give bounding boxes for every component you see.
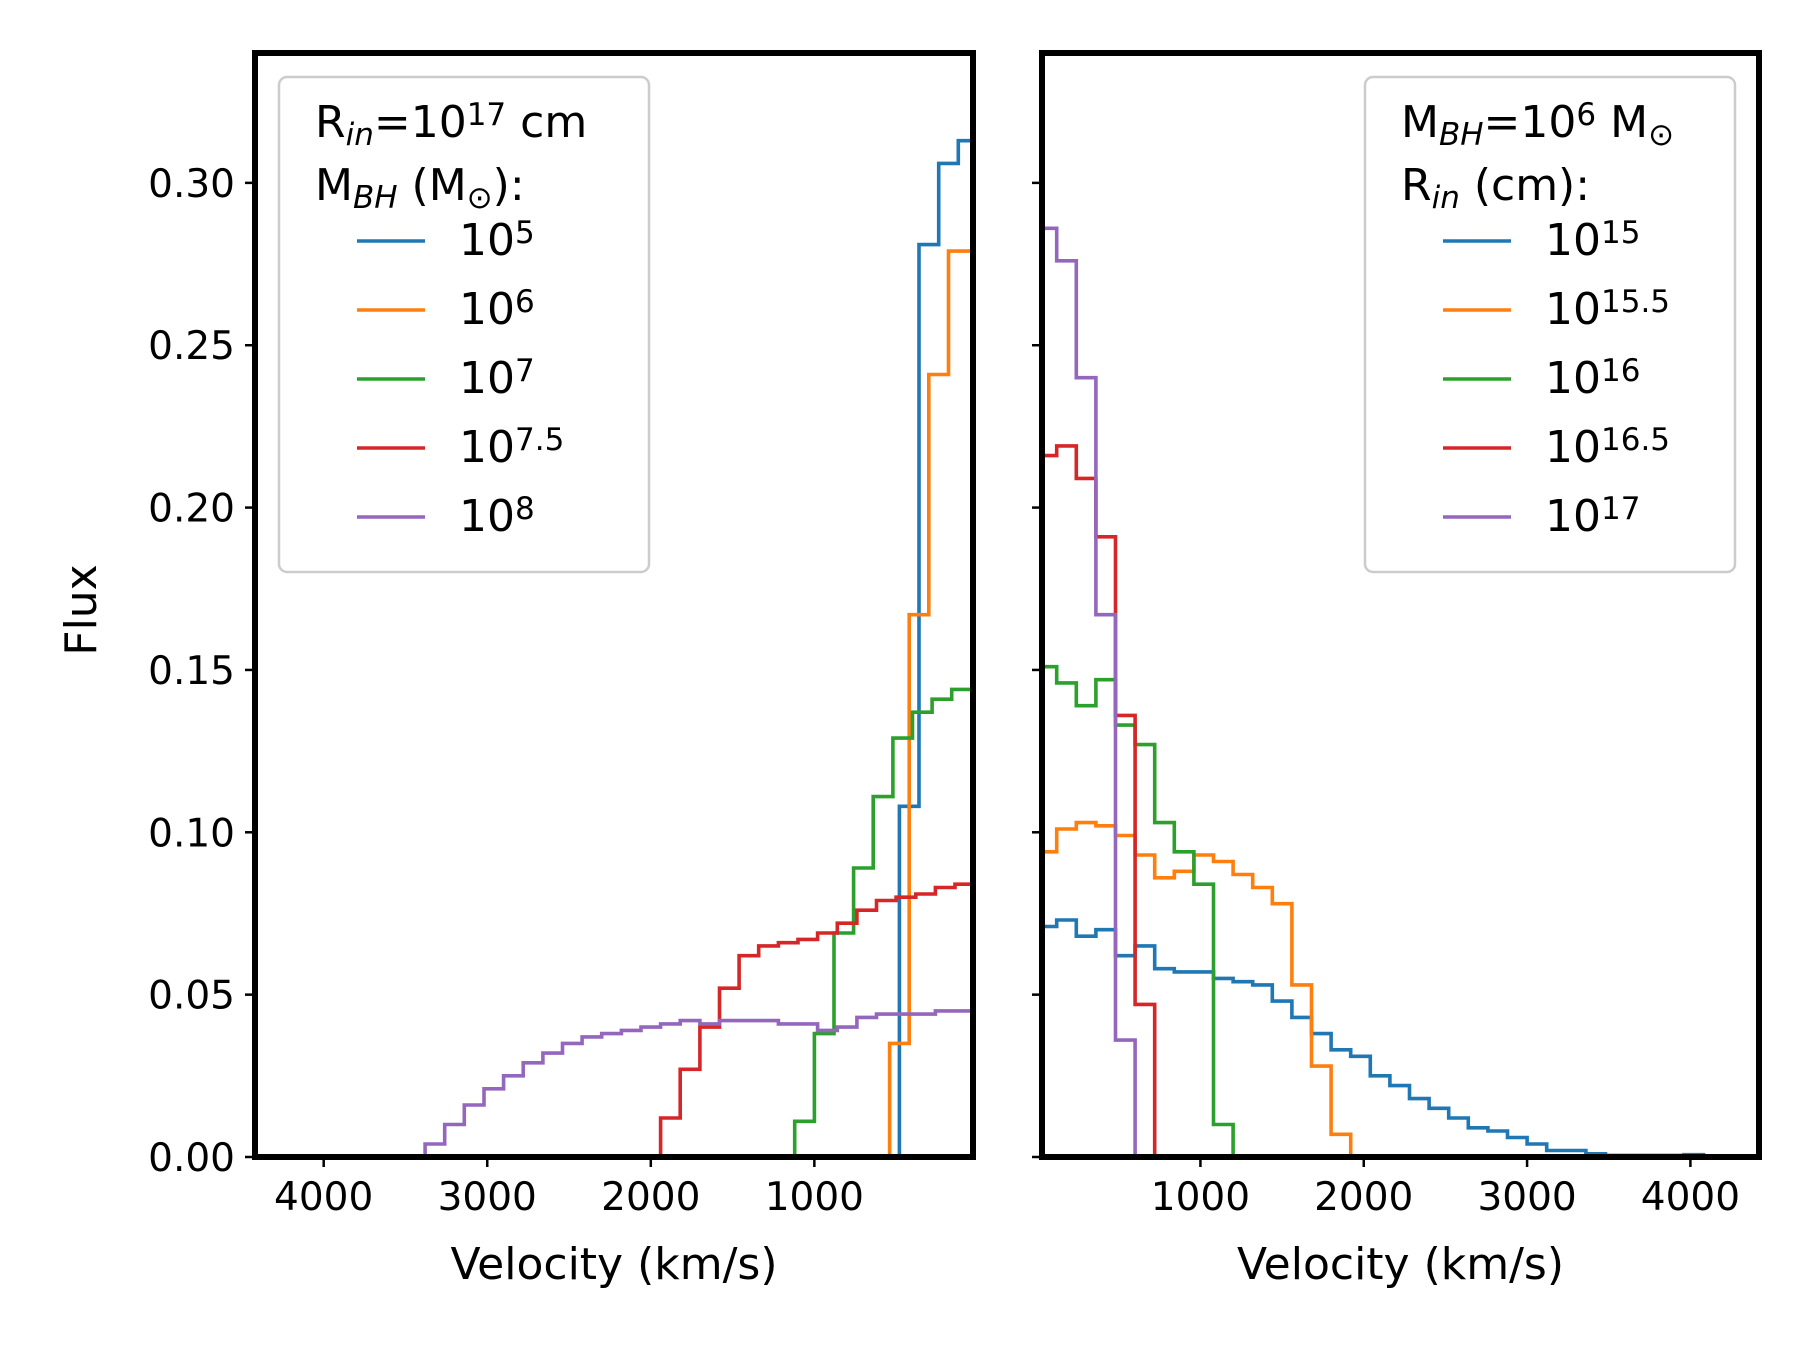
axes-frame: [1039, 50, 1762, 1160]
axes-frame: [252, 50, 976, 1160]
x-tick-label: 4000: [1641, 1175, 1740, 1220]
series-line-10^6: [870, 249, 973, 1157]
y-tick-label: 0.30: [148, 162, 235, 207]
legend-label: 105: [459, 215, 535, 266]
legend-title-line: MBH=106 M⊙: [1401, 97, 1674, 153]
x-tick-label: 3000: [1477, 1175, 1576, 1220]
legend-label: 107: [459, 353, 535, 404]
legend-item: 107.5: [357, 422, 564, 473]
y-tick-label: 0.10: [148, 811, 235, 856]
legend-item: 1017: [1443, 491, 1640, 542]
x-tick-label: 3000: [438, 1175, 537, 1220]
series-line-10^8: [405, 1009, 973, 1157]
y-tick-label: 0.00: [148, 1136, 235, 1181]
legend-title-line: Rin=1017 cm: [315, 97, 587, 153]
right-panel: 1000 2000 3000 4000 Velocity (km/s) MBH=106 M…: [1032, 50, 1762, 1290]
x-tick-label: 2000: [601, 1175, 700, 1220]
legend-item: 105: [357, 215, 535, 266]
series-group: [1042, 226, 1706, 1157]
y-tick-label: 0.25: [148, 324, 235, 369]
legend-item: 1016.5: [1443, 422, 1670, 473]
y-axis-label: Flux: [56, 564, 107, 655]
x-tick-label: 1000: [765, 1175, 864, 1220]
series-line-10^7: [775, 687, 973, 1157]
legend-item: 107: [357, 353, 535, 404]
x-axis-label: Velocity (km/s): [450, 1239, 777, 1290]
legend-title-line: MBH (M⊙):: [315, 160, 525, 216]
legend-label: 1017: [1545, 491, 1640, 542]
legend-item: 108: [357, 491, 535, 542]
series-line-10^5: [879, 138, 973, 1157]
legend: Rin=1017 cm MBH (M⊙):105 106 107 107.5 108: [277, 75, 651, 574]
legend-label: 107.5: [459, 422, 564, 473]
legend-label: 1016: [1545, 353, 1640, 404]
legend-item: 1015.5: [1443, 284, 1670, 335]
legend-item: 1015: [1443, 215, 1640, 266]
legend-item: 106: [357, 284, 535, 335]
x-axis-label: Velocity (km/s): [1237, 1239, 1564, 1290]
legend-item: 1016: [1443, 353, 1640, 404]
legend-label: 1016.5: [1545, 422, 1670, 473]
legend-label: 106: [459, 284, 535, 335]
legend-label: 1015.5: [1545, 284, 1670, 335]
series-line-10^17: [1042, 226, 1137, 1157]
legend-label: 108: [459, 491, 535, 542]
legend-label: 1015: [1545, 215, 1640, 266]
series-group: [405, 138, 973, 1157]
y-tick-label: 0.20: [148, 487, 235, 532]
series-line-10^7.5: [641, 882, 973, 1157]
y-tick-label: 0.05: [148, 974, 235, 1019]
x-tick-label: 2000: [1314, 1175, 1413, 1220]
legend: MBH=106 M⊙ Rin (cm):1015 1015.5 1016 1016.5 1…: [1363, 75, 1737, 574]
x-tick-label: 4000: [274, 1175, 373, 1220]
x-tick-label: 1000: [1151, 1175, 1250, 1220]
y-tick-label: 0.15: [148, 649, 235, 694]
legend-title-line: Rin (cm):: [1401, 160, 1590, 216]
left-panel: 4000 3000 2000 1000 0.00 0.05 0.10 0.15 0.20 0.25…: [148, 50, 976, 1290]
